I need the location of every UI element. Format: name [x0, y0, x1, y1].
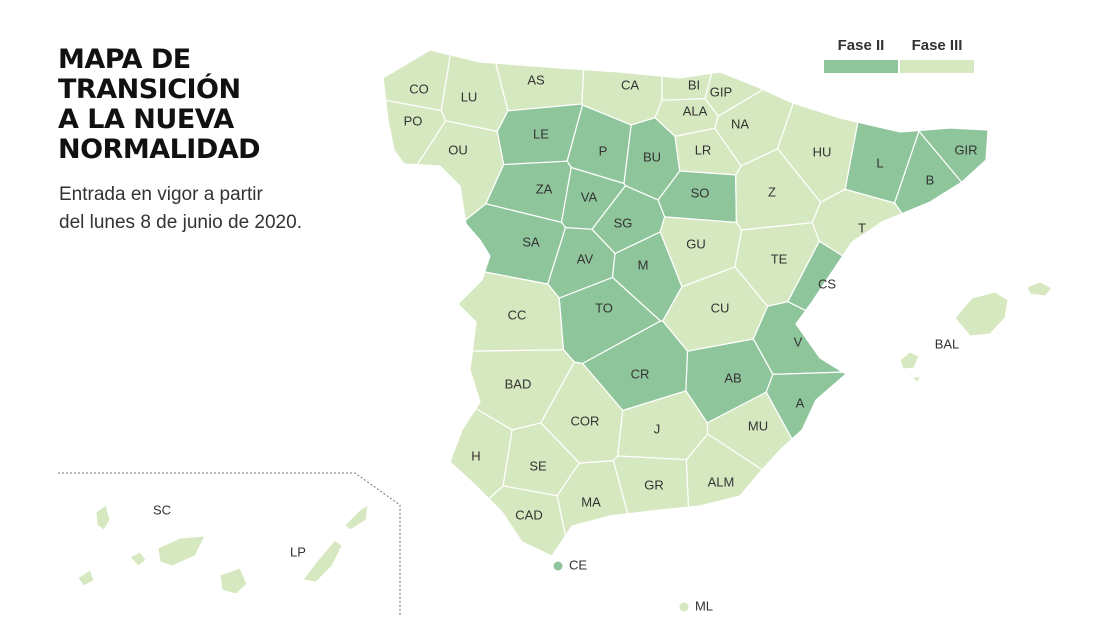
province [556, 459, 629, 538]
province-label: CO [409, 81, 429, 96]
province-label: CC [508, 307, 527, 322]
province [685, 433, 763, 508]
island [95, 504, 111, 531]
province-label: GU [686, 236, 706, 251]
title-line: NORMALIDAD [58, 134, 260, 165]
province-label: BU [643, 149, 661, 164]
province-label: MA [581, 494, 601, 509]
province-label: PO [404, 113, 423, 128]
subtitle-line: Entrada en vigor a partir [59, 184, 264, 205]
legend-swatch [900, 60, 974, 73]
legend: Fase II Fase III [824, 37, 974, 73]
island-label: LP [290, 544, 306, 559]
province-label: Z [768, 184, 776, 199]
province-label: VA [581, 189, 598, 204]
province-label: ALM [708, 474, 735, 489]
title: MAPA DE TRANSICIÓN A LA NUEVA NORMALIDAD [58, 44, 261, 165]
province-label: SG [614, 215, 633, 230]
province-label: B [926, 172, 935, 187]
legend-swatch [824, 60, 898, 73]
province-label: OU [448, 142, 468, 157]
province-label: H [471, 448, 480, 463]
title-line: TRANSICIÓN [58, 73, 241, 105]
province-label: CR [631, 366, 650, 381]
island [1026, 281, 1053, 297]
province-label: ALA [683, 103, 708, 118]
province-label: CA [621, 77, 639, 92]
legend-label: Fase III [912, 37, 963, 54]
province-label: GIP [710, 84, 732, 99]
island [899, 351, 920, 370]
island-label: SC [153, 502, 171, 517]
province-label: CAD [515, 507, 542, 522]
canary-frame [58, 472, 401, 615]
province-label: GIR [954, 142, 977, 157]
province-label: L [876, 155, 883, 170]
island [77, 569, 95, 587]
city-label: ML [695, 598, 713, 613]
province-label: CS [818, 276, 836, 291]
province-label: HU [813, 144, 832, 159]
province-label: COR [571, 413, 600, 428]
province-label: SE [529, 458, 547, 473]
island [302, 539, 343, 583]
province-label: LR [695, 142, 712, 157]
title-line: A LA NUEVA [58, 104, 234, 135]
province-label: LU [461, 89, 478, 104]
province-label: BI [688, 77, 700, 92]
province-label: TE [771, 251, 788, 266]
province-label: M [638, 257, 649, 272]
island [954, 291, 1009, 337]
province-label: ZA [536, 181, 553, 196]
island [910, 375, 921, 383]
province-label: P [599, 143, 608, 158]
legend-label: Fase II [838, 37, 885, 54]
province-label: SA [522, 234, 540, 249]
subtitle-line: del lunes 8 de junio de 2020. [59, 212, 302, 233]
province-label: V [794, 334, 803, 349]
province-label: CU [711, 300, 730, 315]
island-label: BAL [935, 336, 960, 351]
province-label: J [654, 421, 661, 436]
title-line: MAPA DE [58, 44, 191, 75]
island [344, 504, 369, 531]
province [661, 72, 713, 101]
province-label: MU [748, 418, 768, 433]
island [219, 567, 248, 595]
city-dot [553, 561, 563, 571]
province-label: AB [724, 370, 741, 385]
province [464, 203, 567, 285]
island [157, 535, 206, 567]
province-label: A [796, 395, 805, 410]
province-label: T [858, 220, 866, 235]
province-label: BAD [505, 376, 532, 391]
province [811, 188, 904, 257]
city-dot [679, 602, 689, 612]
province [765, 371, 848, 441]
province-label: GR [644, 477, 664, 492]
province-label: SO [691, 185, 710, 200]
province-label: LE [533, 126, 549, 141]
city-label: CE [569, 557, 587, 572]
island [129, 551, 147, 567]
province [385, 99, 447, 166]
regions [77, 49, 1053, 612]
province-label: AV [577, 251, 594, 266]
province-label: AS [527, 72, 545, 87]
province [752, 301, 845, 376]
province-label: NA [731, 116, 749, 131]
province-label: TO [595, 300, 613, 315]
